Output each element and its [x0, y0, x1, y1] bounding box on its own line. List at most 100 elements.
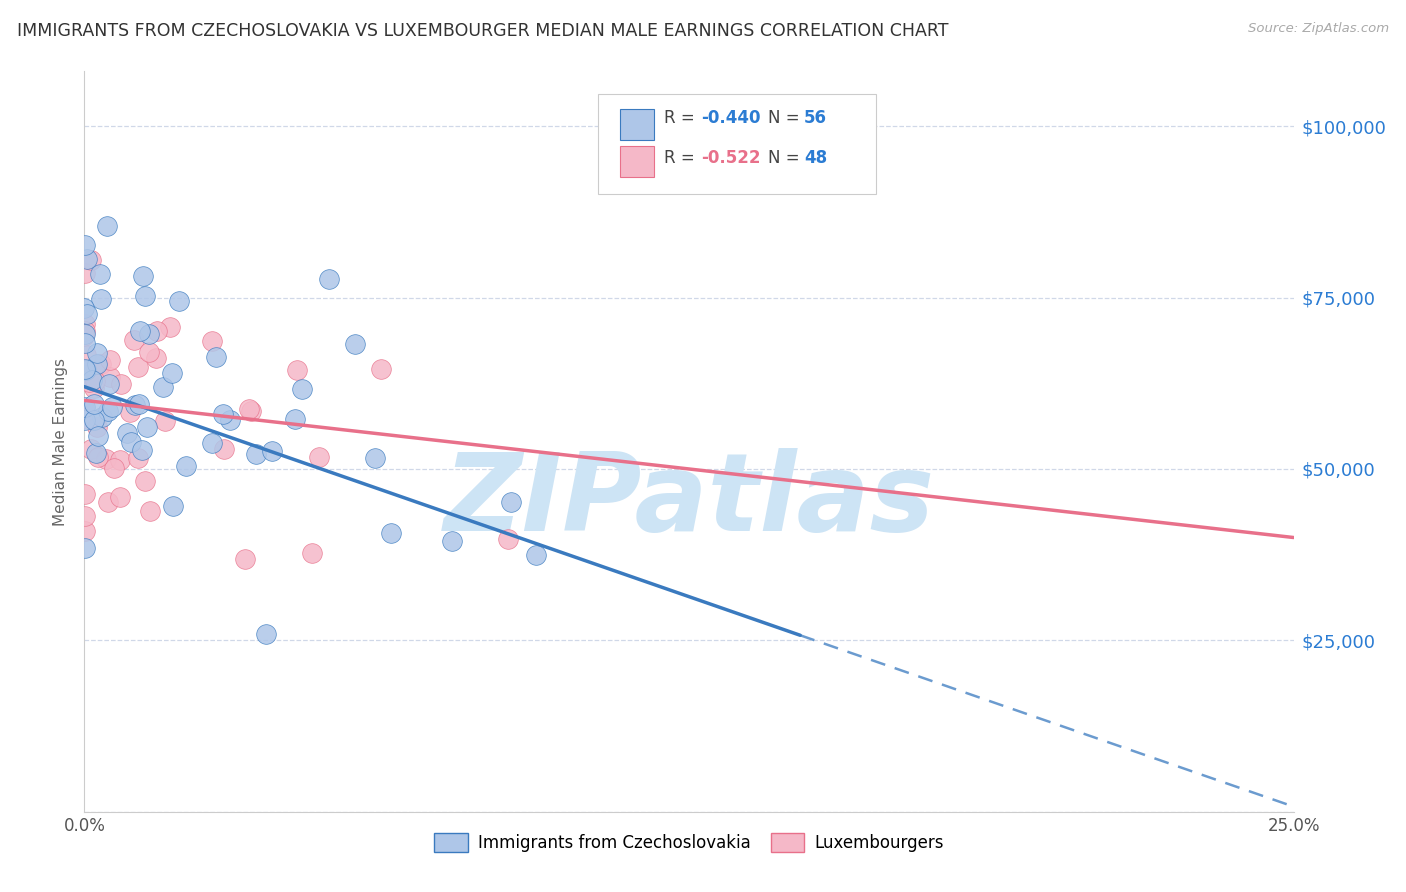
Point — [380, 526, 402, 541]
Point — [98, 370, 121, 384]
Text: -0.522: -0.522 — [702, 149, 761, 167]
Point — [90, 292, 112, 306]
Point — [98, 352, 121, 367]
Point — [108, 453, 131, 467]
Point — [127, 450, 149, 465]
Point — [301, 546, 323, 560]
Point — [162, 499, 184, 513]
Point — [73, 361, 96, 376]
Point — [245, 447, 267, 461]
Point — [152, 380, 174, 394]
Text: 56: 56 — [804, 109, 827, 127]
Point — [110, 376, 132, 391]
Point — [76, 348, 98, 362]
Point — [86, 345, 108, 359]
Point — [73, 400, 96, 414]
Point — [83, 413, 105, 427]
Point — [80, 442, 103, 456]
Point — [83, 381, 105, 395]
Text: R =: R = — [664, 149, 700, 167]
Point — [260, 443, 283, 458]
Point — [145, 351, 167, 366]
Point — [73, 266, 96, 280]
Point — [201, 334, 224, 348]
Text: 48: 48 — [804, 149, 827, 167]
Point — [238, 402, 260, 417]
Point — [134, 289, 156, 303]
Point — [285, 363, 308, 377]
FancyBboxPatch shape — [599, 94, 876, 194]
Point — [308, 450, 330, 465]
Point — [120, 435, 142, 450]
Point — [80, 252, 103, 267]
Point — [75, 363, 97, 377]
Point — [134, 474, 156, 488]
Point — [98, 376, 121, 391]
Point — [233, 552, 256, 566]
Point — [364, 450, 387, 465]
Y-axis label: Median Male Earnings: Median Male Earnings — [53, 358, 69, 525]
Point — [291, 382, 314, 396]
Point — [73, 524, 96, 539]
Point — [103, 461, 125, 475]
Point — [108, 490, 131, 504]
Point — [73, 411, 96, 425]
Point — [122, 333, 145, 347]
Point — [496, 533, 519, 547]
Point — [284, 412, 307, 426]
Point — [159, 319, 181, 334]
Point — [524, 548, 547, 562]
Point — [131, 443, 153, 458]
Point — [86, 357, 108, 371]
Point — [440, 533, 463, 548]
Point — [82, 373, 104, 387]
Point — [73, 324, 96, 338]
Text: IMMIGRANTS FROM CZECHOSLOVAKIA VS LUXEMBOURGER MEDIAN MALE EARNINGS CORRELATION : IMMIGRANTS FROM CZECHOSLOVAKIA VS LUXEMB… — [17, 22, 949, 40]
Point — [73, 508, 96, 523]
Point — [77, 375, 100, 389]
Point — [76, 252, 98, 266]
Point — [87, 450, 110, 465]
Point — [218, 413, 240, 427]
Point — [135, 420, 157, 434]
Point — [96, 451, 118, 466]
Point — [318, 272, 340, 286]
Point — [97, 404, 120, 418]
Point — [167, 294, 190, 309]
Point — [254, 627, 277, 641]
Point — [86, 419, 108, 434]
Point — [101, 400, 124, 414]
Point — [138, 327, 160, 342]
Legend: Immigrants from Czechoslovakia, Luxembourgers: Immigrants from Czechoslovakia, Luxembou… — [427, 826, 950, 859]
Point — [73, 541, 96, 556]
Point — [127, 359, 149, 374]
Point — [83, 374, 105, 388]
Point — [83, 397, 105, 411]
Point — [84, 446, 107, 460]
Point — [73, 317, 96, 331]
Text: Source: ZipAtlas.com: Source: ZipAtlas.com — [1249, 22, 1389, 36]
Point — [499, 494, 522, 508]
Point — [87, 429, 110, 443]
Point — [73, 327, 96, 342]
Point — [138, 345, 160, 359]
Point — [75, 336, 97, 351]
Point — [120, 405, 142, 419]
Point — [240, 404, 263, 418]
Text: N =: N = — [768, 149, 804, 167]
Point — [75, 487, 97, 501]
Point — [75, 412, 97, 426]
Point — [128, 324, 150, 338]
Bar — [620, 146, 654, 178]
Point — [212, 408, 235, 422]
Point — [162, 366, 184, 380]
Point — [117, 426, 139, 441]
Point — [90, 357, 112, 371]
Point — [132, 269, 155, 284]
Bar — [620, 109, 654, 140]
Point — [97, 495, 120, 509]
Point — [91, 409, 114, 424]
Point — [73, 329, 96, 343]
Point — [73, 402, 96, 417]
Text: R =: R = — [664, 109, 700, 127]
